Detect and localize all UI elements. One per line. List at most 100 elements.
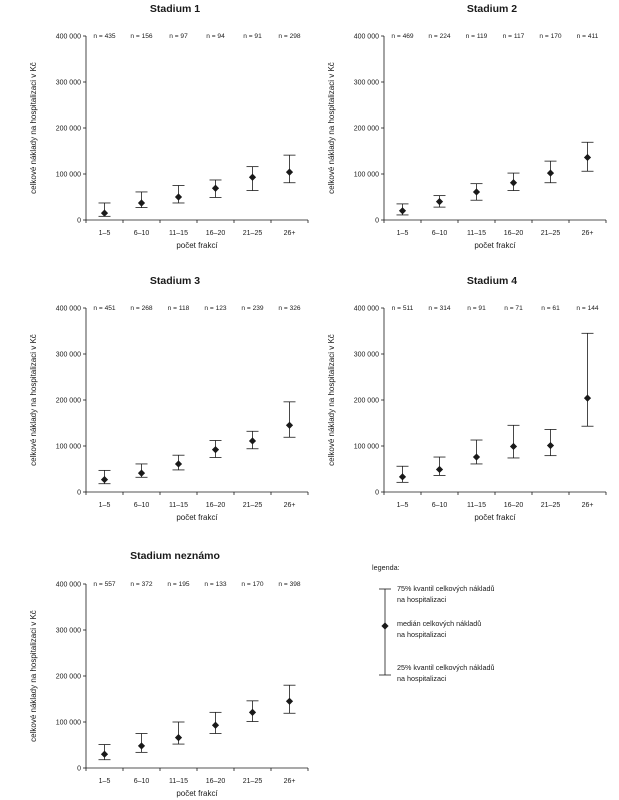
x-tick-label: 6–10	[432, 230, 448, 237]
median-marker	[211, 184, 220, 192]
n-count-label: n = 119	[466, 33, 488, 40]
chart-title: Stadium neznámo	[130, 550, 220, 562]
n-count-label: n = 224	[428, 33, 451, 40]
x-tick-label: 16–20	[504, 502, 524, 509]
x-tick-label: 26+	[582, 230, 594, 237]
n-count-label: n = 61	[541, 305, 560, 312]
n-count-label: n = 97	[169, 33, 188, 40]
y-tick-label: 300 000	[354, 352, 379, 359]
y-tick-label: 400 000	[56, 582, 81, 589]
chart-panel-2: Stadium 2 0 100 000 200 000 300 000 400 000 ce…	[327, 3, 607, 250]
n-count-label: n = 451	[93, 305, 116, 312]
y-tick-label: 100 000	[354, 172, 379, 179]
median-marker	[100, 750, 109, 758]
median-marker	[398, 207, 407, 215]
x-axis-label: počet frakcí	[176, 789, 218, 798]
n-count-label: n = 268	[130, 305, 153, 312]
x-tick-label: 16–20	[206, 502, 226, 509]
n-count-label: n = 195	[167, 581, 190, 588]
x-tick-label: 1–5	[397, 230, 409, 237]
median-marker	[546, 441, 555, 450]
x-tick-label: 26+	[284, 778, 296, 785]
y-axis-label: celkové náklady na hospitalizaci v Kč	[29, 610, 38, 742]
median-marker	[285, 421, 294, 429]
median-marker	[472, 188, 481, 196]
y-tick-label: 100 000	[56, 172, 81, 179]
y-tick-label: 300 000	[354, 80, 379, 87]
legend: legenda: 75% kvantil celkových nákladů na …	[372, 563, 494, 683]
x-axis-label: počet frakcí	[474, 513, 516, 522]
median-marker	[211, 446, 220, 454]
y-tick-label: 400 000	[354, 306, 379, 313]
x-tick-label: 6–10	[432, 502, 448, 509]
x-tick-label: 11–15	[169, 778, 188, 785]
chart-panel-1: Stadium 1 0 100 000 200 000 300 000 400 000 ce…	[29, 3, 309, 250]
n-count-label: n = 435	[93, 33, 116, 40]
median-marker	[137, 199, 146, 207]
n-count-label: n = 411	[577, 33, 599, 40]
y-tick-label: 200 000	[354, 398, 379, 405]
y-tick-label: 200 000	[56, 674, 81, 681]
x-tick-label: 11–15	[467, 502, 486, 509]
median-marker	[100, 209, 109, 217]
legend-q25-label: 25% kvantil celkových nákladů	[397, 663, 494, 672]
x-tick-label: 16–20	[206, 778, 226, 785]
legend-median-label: medián celkových nákladů	[397, 619, 481, 628]
median-marker	[583, 394, 592, 402]
x-tick-label: 1–5	[397, 502, 409, 509]
n-count-label: n = 91	[467, 305, 486, 312]
median-marker	[285, 168, 294, 176]
n-count-label: n = 239	[241, 305, 264, 312]
n-count-label: n = 326	[278, 305, 301, 312]
x-tick-label: 26+	[284, 230, 296, 237]
x-tick-label: 26+	[582, 502, 594, 509]
y-tick-label: 300 000	[56, 80, 81, 87]
legend-title: legenda:	[372, 563, 400, 572]
chart-panel-3: Stadium 3 0 100 000 200 000 300 000 400 000 ce…	[29, 275, 309, 522]
n-count-label: n = 156	[130, 33, 153, 40]
y-tick-label: 200 000	[56, 126, 81, 133]
median-marker	[174, 734, 183, 742]
y-tick-label: 200 000	[56, 398, 81, 405]
median-marker	[509, 442, 518, 451]
median-marker	[137, 469, 146, 477]
y-axis-label: celkové náklady na hospitalizaci v Kč	[29, 62, 38, 194]
median-marker	[583, 153, 592, 162]
n-count-label: n = 557	[93, 581, 116, 588]
median-marker	[248, 437, 257, 445]
y-tick-label: 400 000	[56, 306, 81, 313]
x-tick-label: 6–10	[134, 778, 150, 785]
x-tick-label: 11–15	[169, 502, 188, 509]
n-count-label: n = 91	[243, 33, 262, 40]
chart-panel-4: Stadium 4 0 100 000 200 000 300 000 400 000 ce…	[327, 275, 607, 522]
n-count-label: n = 170	[539, 33, 562, 40]
n-count-label: n = 372	[130, 581, 153, 588]
median-marker	[174, 193, 183, 201]
y-tick-label: 400 000	[56, 34, 81, 41]
x-axis-label: počet frakcí	[474, 241, 516, 250]
x-tick-label: 16–20	[206, 230, 226, 237]
x-tick-label: 1–5	[99, 230, 111, 237]
n-count-label: n = 117	[503, 33, 525, 40]
n-count-label: n = 511	[392, 305, 414, 312]
y-axis-label: celkové náklady na hospitalizaci v Kč	[327, 62, 336, 194]
n-count-label: n = 94	[206, 33, 225, 40]
n-count-label: n = 123	[204, 305, 227, 312]
x-tick-label: 1–5	[99, 778, 111, 785]
n-count-label: n = 314	[428, 305, 451, 312]
median-marker	[100, 475, 109, 484]
chart-panel-5: Stadium neznámo 0 100 000 200 000 300 000 400…	[29, 550, 309, 798]
x-tick-label: 21–25	[541, 502, 561, 509]
chart-title: Stadium 2	[467, 3, 517, 15]
median-marker	[248, 708, 257, 716]
y-tick-label: 0	[77, 490, 81, 497]
median-marker	[248, 173, 257, 181]
y-tick-label: 0	[375, 490, 379, 497]
median-marker	[174, 460, 183, 468]
y-tick-label: 300 000	[56, 628, 81, 635]
n-count-label: n = 71	[504, 305, 523, 312]
legend-q25-label: na hospitalizaci	[397, 674, 447, 683]
median-marker	[509, 179, 518, 187]
legend-q75-label: na hospitalizaci	[397, 595, 447, 604]
n-count-label: n = 398	[278, 581, 301, 588]
